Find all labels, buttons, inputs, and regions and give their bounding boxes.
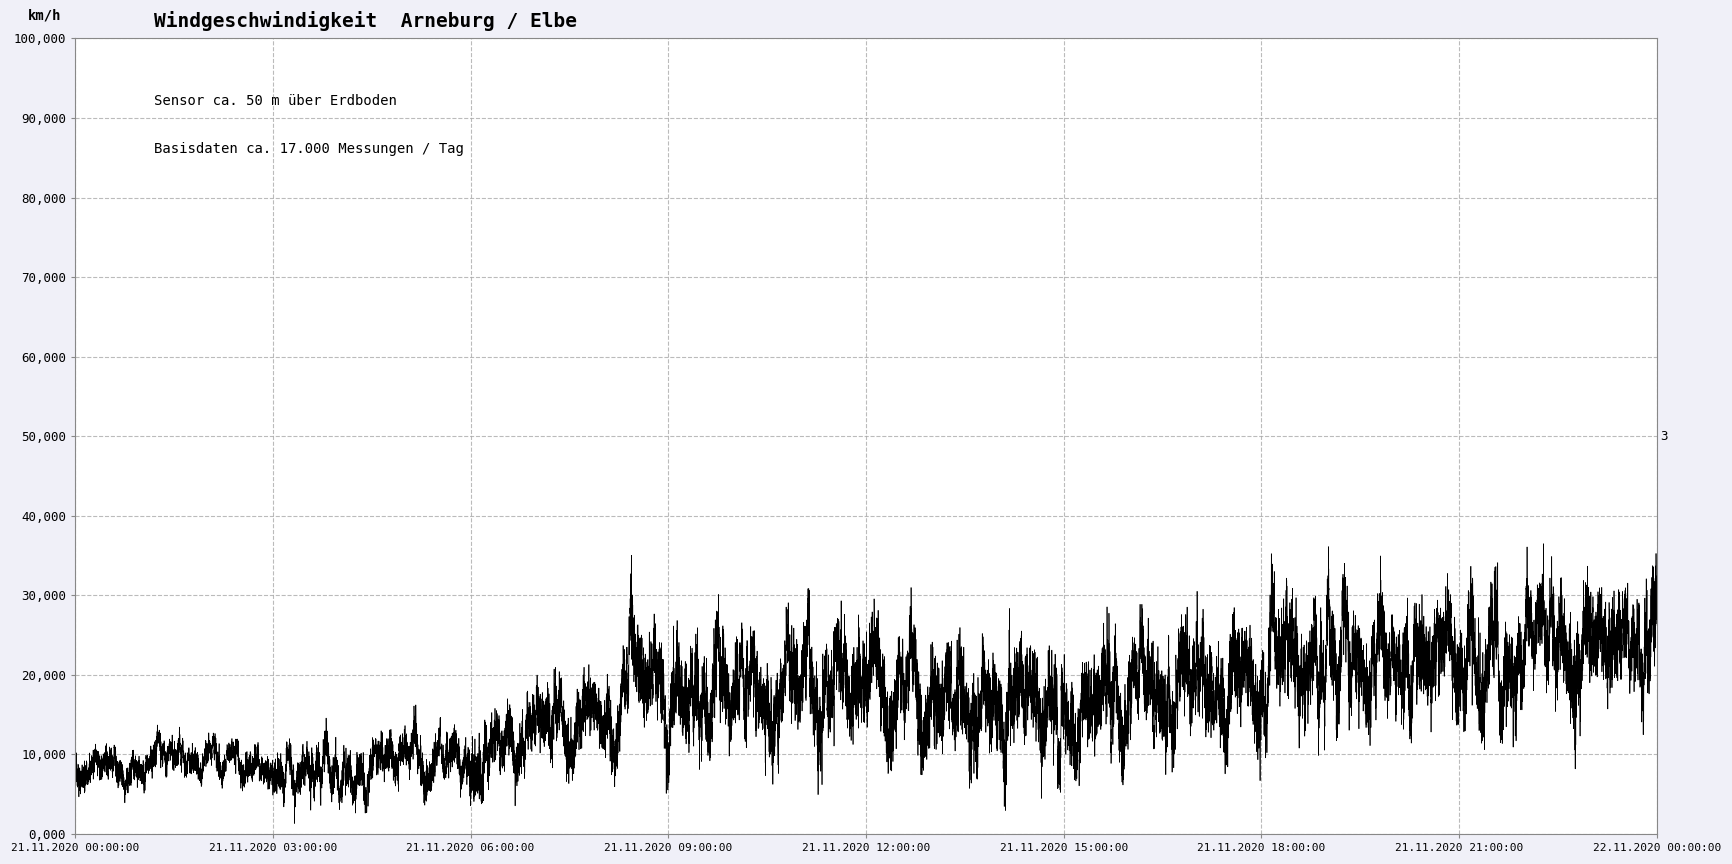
Text: 3: 3 — [1659, 429, 1668, 442]
Text: Windgeschwindigkeit  Arneburg / Elbe: Windgeschwindigkeit Arneburg / Elbe — [154, 11, 577, 31]
Text: Basisdaten ca. 17.000 Messungen / Tag: Basisdaten ca. 17.000 Messungen / Tag — [154, 142, 464, 156]
Text: Sensor ca. 50 m über Erdboden: Sensor ca. 50 m über Erdboden — [154, 94, 397, 108]
Text: km/h: km/h — [28, 9, 61, 22]
